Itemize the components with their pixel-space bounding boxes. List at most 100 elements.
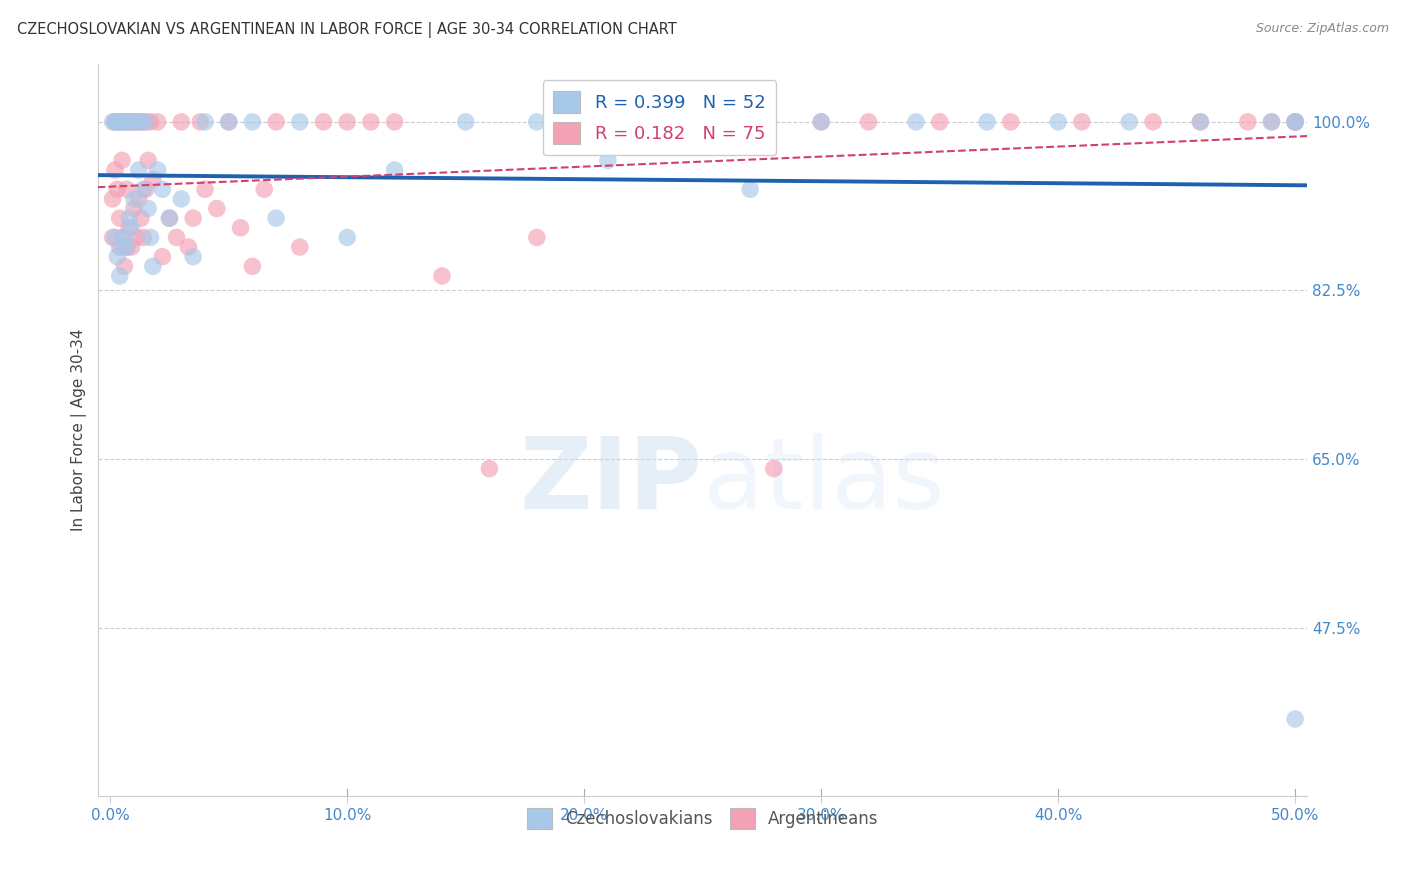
Point <box>135 115 157 129</box>
Point <box>1118 115 1140 129</box>
Point <box>146 115 169 129</box>
Point <box>132 230 155 244</box>
Point <box>1260 115 1282 129</box>
Point <box>136 153 159 168</box>
Point <box>1284 115 1306 129</box>
Point <box>194 115 217 129</box>
Point <box>105 115 128 129</box>
Point <box>454 115 477 129</box>
Point <box>166 230 188 244</box>
Point <box>115 115 138 129</box>
Point <box>146 163 169 178</box>
Point <box>108 115 131 129</box>
Text: CZECHOSLOVAKIAN VS ARGENTINEAN IN LABOR FORCE | AGE 30-34 CORRELATION CHART: CZECHOSLOVAKIAN VS ARGENTINEAN IN LABOR … <box>17 22 676 38</box>
Point <box>108 268 131 283</box>
Point <box>858 115 880 129</box>
Point <box>121 115 143 129</box>
Point <box>1189 115 1212 129</box>
Point <box>132 182 155 196</box>
Point <box>111 240 134 254</box>
Point <box>150 250 173 264</box>
Point <box>115 182 138 196</box>
Point <box>142 260 165 274</box>
Point <box>904 115 927 129</box>
Point <box>118 220 141 235</box>
Point <box>108 211 131 226</box>
Point <box>384 115 406 129</box>
Point <box>139 115 162 129</box>
Point <box>122 202 145 216</box>
Point <box>762 461 785 475</box>
Point <box>360 115 382 129</box>
Point <box>142 172 165 186</box>
Point <box>1236 115 1258 129</box>
Point <box>218 115 240 129</box>
Point <box>101 230 124 244</box>
Point <box>242 260 264 274</box>
Point <box>135 182 157 196</box>
Point <box>264 211 287 226</box>
Point <box>111 115 134 129</box>
Point <box>1284 712 1306 726</box>
Point <box>118 211 141 226</box>
Point <box>111 153 134 168</box>
Point <box>181 211 204 226</box>
Point <box>105 182 128 196</box>
Point <box>312 115 335 129</box>
Point <box>105 115 128 129</box>
Point <box>112 230 135 244</box>
Point <box>139 230 162 244</box>
Point <box>288 240 311 254</box>
Point <box>384 163 406 178</box>
Point <box>1189 115 1212 129</box>
Point <box>1284 115 1306 129</box>
Point <box>101 115 124 129</box>
Point <box>129 115 152 129</box>
Point <box>738 182 761 196</box>
Point <box>135 115 157 129</box>
Point <box>194 182 217 196</box>
Point <box>668 115 690 129</box>
Point <box>115 240 138 254</box>
Point <box>112 115 135 129</box>
Point <box>526 115 548 129</box>
Point <box>125 115 148 129</box>
Point <box>111 230 134 244</box>
Point <box>177 240 200 254</box>
Y-axis label: In Labor Force | Age 30-34: In Labor Force | Age 30-34 <box>72 329 87 532</box>
Point <box>122 192 145 206</box>
Point <box>101 192 124 206</box>
Point <box>136 202 159 216</box>
Point <box>112 115 135 129</box>
Point <box>122 115 145 129</box>
Point <box>288 115 311 129</box>
Point <box>108 115 131 129</box>
Point <box>105 250 128 264</box>
Point <box>205 202 228 216</box>
Point <box>336 230 359 244</box>
Point <box>104 115 127 129</box>
Point <box>159 211 181 226</box>
Point <box>122 115 145 129</box>
Point <box>159 211 181 226</box>
Point <box>170 192 193 206</box>
Point <box>115 240 138 254</box>
Legend: Czechoslovakians, Argentineans: Czechoslovakians, Argentineans <box>520 802 884 835</box>
Point <box>188 115 211 129</box>
Point <box>253 182 276 196</box>
Point <box>150 182 173 196</box>
Point <box>112 260 135 274</box>
Point <box>976 115 998 129</box>
Point <box>115 115 138 129</box>
Point <box>810 115 832 129</box>
Text: atlas: atlas <box>703 433 945 530</box>
Point <box>1284 115 1306 129</box>
Point <box>1142 115 1164 129</box>
Point <box>596 153 619 168</box>
Text: Source: ZipAtlas.com: Source: ZipAtlas.com <box>1256 22 1389 36</box>
Point <box>1047 115 1070 129</box>
Point <box>125 115 148 129</box>
Point <box>1000 115 1022 129</box>
Point <box>810 115 832 129</box>
Point <box>129 211 152 226</box>
